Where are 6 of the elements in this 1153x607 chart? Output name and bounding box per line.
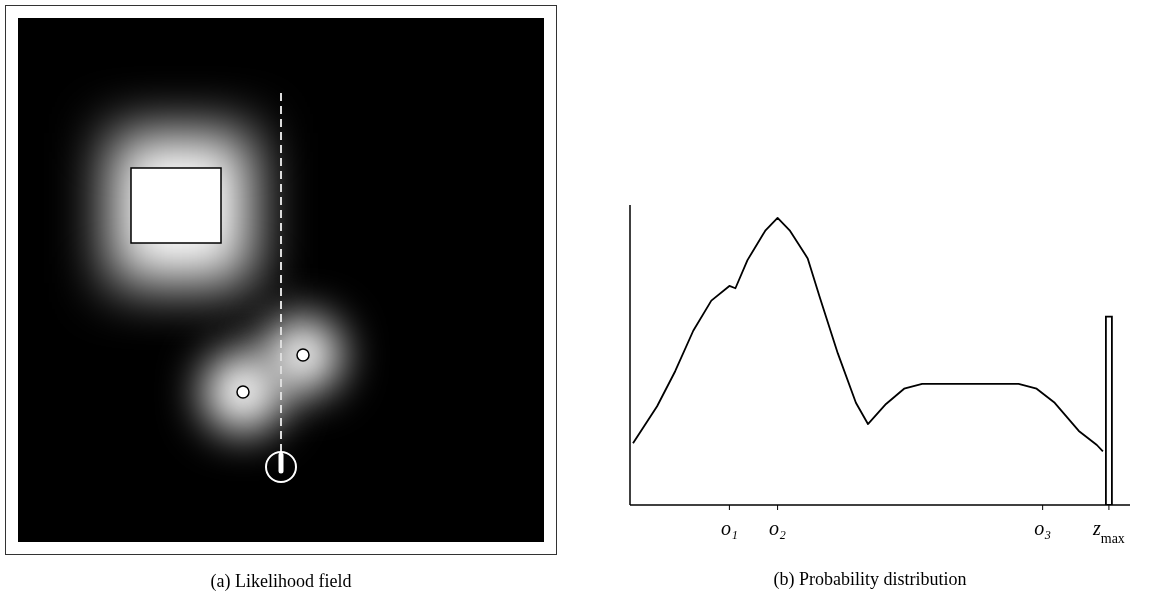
text: (a) Likelihood field xyxy=(209,571,353,592)
x-tick-label: o₃ xyxy=(1034,517,1052,539)
x-tick-label: o₂ xyxy=(769,517,787,539)
x-tick-label: z$_{max}$ xyxy=(1091,517,1125,546)
text: (b) Probability distribution xyxy=(772,569,968,590)
x-tick-label: o₁ xyxy=(720,517,738,539)
